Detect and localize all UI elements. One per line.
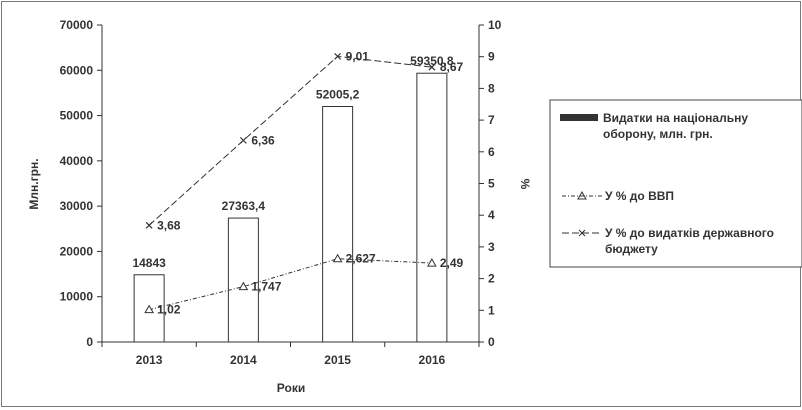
- x-tick-label: 2016: [419, 353, 446, 367]
- y-axis-title: Млн.грн.: [27, 158, 41, 209]
- budget-data-label: 8,67: [440, 60, 464, 74]
- gdp-data-label: 2,627: [346, 252, 376, 266]
- x-axis-title: Роки: [277, 381, 305, 395]
- y2-axis-title: %: [518, 179, 532, 190]
- legend-marker-triangle-icon: [577, 190, 587, 200]
- y-tick-label: 20000: [60, 244, 94, 258]
- y2-tick-label: 3: [488, 240, 495, 254]
- y-tick-label: 60000: [60, 63, 94, 77]
- bars-layer: [133, 72, 448, 343]
- budget-data-label: 9,01: [346, 49, 370, 63]
- legend: Видатки на національну оборону, млн. грн…: [549, 99, 802, 268]
- y-tick-label: 50000: [60, 109, 94, 123]
- gdp-share-line: [149, 258, 432, 311]
- bar: [227, 217, 259, 343]
- gdp-data-label: 1,02: [157, 303, 181, 317]
- bar-data-label: 52005,2: [316, 87, 360, 101]
- y-tick-label: 30000: [60, 199, 94, 213]
- x-tick-label: 2015: [324, 353, 351, 367]
- gdp-point-marker: [144, 304, 154, 314]
- y2-tick-label: 6: [488, 145, 495, 159]
- y2-tick-label: 7: [488, 113, 495, 127]
- budget-point-marker: [145, 221, 153, 229]
- budget-share-line: [148, 55, 432, 226]
- bar-data-label: 14843: [132, 256, 166, 270]
- x-tick-label: 2014: [230, 353, 257, 367]
- y2-tick-label: 4: [488, 208, 495, 222]
- y-tick-label: 40000: [60, 154, 94, 168]
- legend-label-gdp-share: У % до ВВП: [605, 189, 674, 203]
- bar: [416, 72, 448, 343]
- x-tick-label: 2013: [136, 353, 163, 367]
- budget-data-label: 6,36: [251, 133, 275, 147]
- lines-layer: [144, 52, 437, 314]
- bar-data-label: 27363,4: [222, 199, 266, 213]
- y-tick-label: 0: [86, 335, 93, 349]
- gdp-data-label: 1,747: [251, 280, 281, 294]
- gdp-point-marker: [332, 253, 343, 263]
- budget-point-marker: [334, 52, 342, 60]
- y2-tick-label: 10: [488, 18, 502, 32]
- legend-swatch-bar: [560, 114, 598, 121]
- y2-tick-label: 1: [488, 303, 495, 317]
- y2-tick-label: 0: [488, 335, 495, 349]
- bar-data-label: 59350,8: [410, 54, 454, 68]
- data-labels-layer: 14843 27363,4 52005,2 59350,8 1,02 1,747 2,627…: [132, 49, 463, 316]
- gdp-data-label: 2,49: [440, 256, 464, 270]
- y2-tick-label: 2: [488, 272, 495, 286]
- y-tick-label: 70000: [60, 18, 94, 32]
- y-tick-label: 10000: [60, 290, 94, 304]
- legend-label-defense-spending: Видатки на національну оборону, млн. грн…: [603, 111, 751, 141]
- legend-label-budget-share: У % до видатків державного бюджету: [605, 226, 777, 256]
- legend-marker-x-icon: [578, 229, 586, 237]
- ticks-layer: 0 10000 20000 30000 40000 50000 60000 70000 0 1 2 3…: [60, 18, 502, 367]
- budget-point-marker: [239, 136, 247, 144]
- gdp-point-marker: [427, 258, 437, 267]
- budget-data-label: 3,68: [157, 218, 181, 232]
- budget-point-marker: [428, 63, 436, 71]
- legend-box: [549, 99, 802, 268]
- y2-tick-label: 9: [488, 50, 495, 64]
- gdp-point-marker: [238, 281, 249, 291]
- y2-tick-label: 5: [488, 177, 495, 191]
- y2-tick-label: 8: [488, 81, 495, 95]
- bar: [322, 105, 354, 343]
